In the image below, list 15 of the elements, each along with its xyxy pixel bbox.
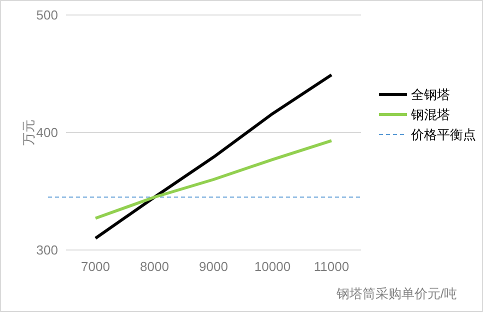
legend-label: 价格平衡点	[410, 127, 476, 142]
x-tick-label: 10000	[254, 259, 291, 274]
y-tick-label: 500	[36, 8, 58, 23]
line-series	[94, 139, 333, 220]
y-tick-label: 400	[36, 125, 58, 140]
y-axis-title: 万元	[21, 120, 36, 146]
x-tick-label: 11000	[314, 259, 350, 274]
line-series	[94, 73, 333, 240]
legend-label: 全钢塔	[411, 87, 450, 102]
x-tick-label: 7000	[81, 259, 110, 274]
x-axis-title: 钢塔筒采购单价元/吨	[335, 286, 457, 301]
legend-label: 钢混塔	[410, 107, 450, 122]
y-tick-label: 300	[36, 242, 58, 258]
x-tick-label: 9000	[199, 259, 228, 274]
x-tick-label: 8000	[140, 259, 169, 274]
